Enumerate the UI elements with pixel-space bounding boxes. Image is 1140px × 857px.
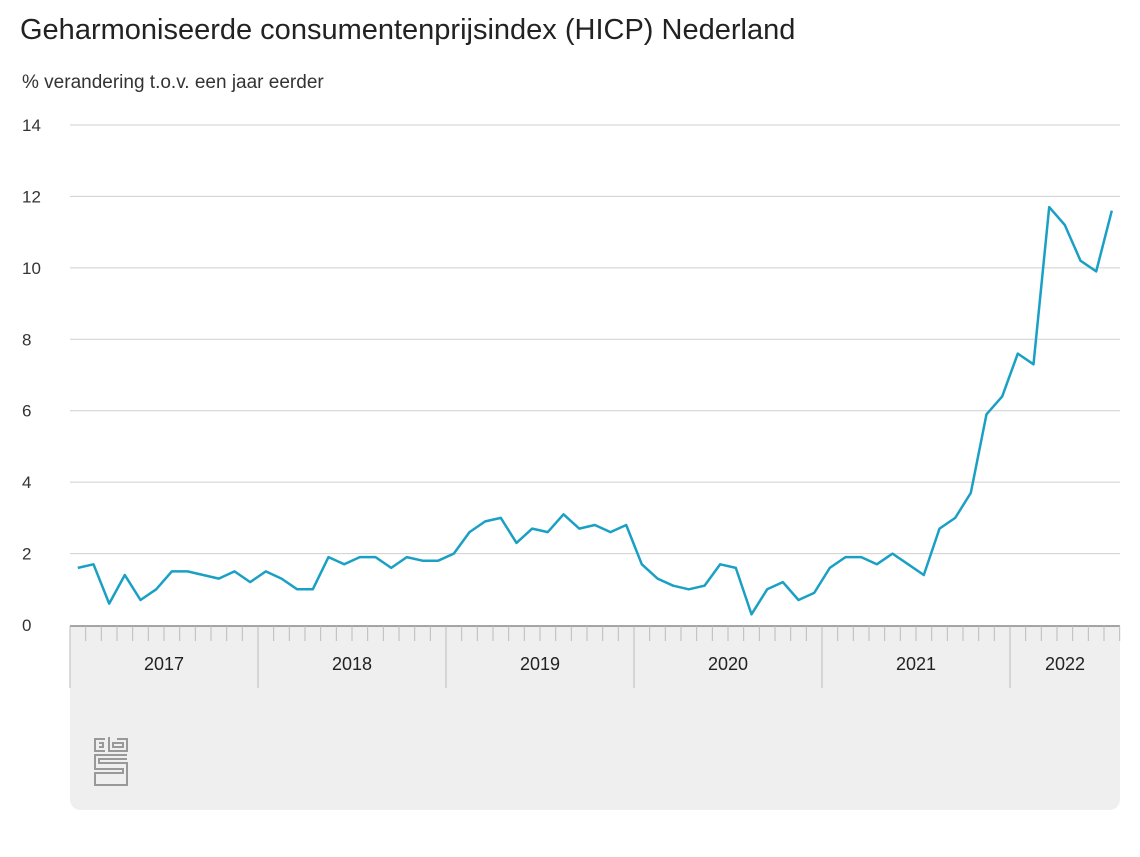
x-year-label: 2020 xyxy=(708,654,748,674)
chart-subtitle: % verandering t.o.v. een jaar eerder xyxy=(22,72,324,93)
y-tick-label: 14 xyxy=(22,116,41,135)
x-year-label: 2017 xyxy=(144,654,184,674)
x-year-label: 2018 xyxy=(332,654,372,674)
x-year-label: 2022 xyxy=(1045,654,1085,674)
y-tick-label: 2 xyxy=(22,545,31,564)
axis-panel xyxy=(70,626,1120,810)
y-tick-label: 8 xyxy=(22,330,31,349)
chart-title: Geharmoniseerde consumentenprijsindex (H… xyxy=(20,14,796,46)
y-tick-label: 0 xyxy=(22,616,31,635)
x-year-label: 2019 xyxy=(520,654,560,674)
y-tick-label: 10 xyxy=(22,259,41,278)
x-year-label: 2021 xyxy=(896,654,936,674)
y-tick-label: 12 xyxy=(22,187,41,206)
y-tick-label: 4 xyxy=(22,473,31,492)
y-tick-label: 6 xyxy=(22,402,31,421)
cbs-logo xyxy=(94,737,128,786)
